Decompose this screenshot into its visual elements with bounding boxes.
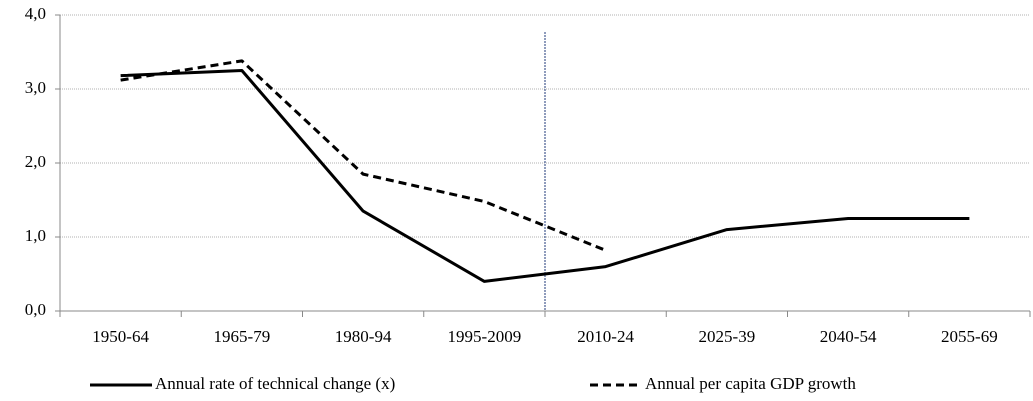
x-tick-label: 2010-24 xyxy=(577,327,634,346)
series-line xyxy=(120,59,607,252)
x-tick-label: 1965-79 xyxy=(214,327,271,346)
legend-label: Annual per capita GDP growth xyxy=(645,374,856,393)
legend-label: Annual rate of technical change (x) xyxy=(155,374,395,393)
y-tick-label: 3,0 xyxy=(25,78,46,97)
y-tick-label: 4,0 xyxy=(25,4,46,23)
x-tick-label: 2055-69 xyxy=(941,327,998,346)
y-tick-label: 1,0 xyxy=(25,226,46,245)
x-tick-label: 1980-94 xyxy=(335,327,392,346)
y-tick-label: 2,0 xyxy=(25,152,46,171)
x-tick-label: 1950-64 xyxy=(92,327,149,346)
y-tick-label: 0,0 xyxy=(25,300,46,319)
x-tick-label: 2040-54 xyxy=(820,327,877,346)
x-tick-label: 2025-39 xyxy=(699,327,756,346)
series-line xyxy=(120,69,970,283)
x-tick-label: 1995-2009 xyxy=(448,327,522,346)
